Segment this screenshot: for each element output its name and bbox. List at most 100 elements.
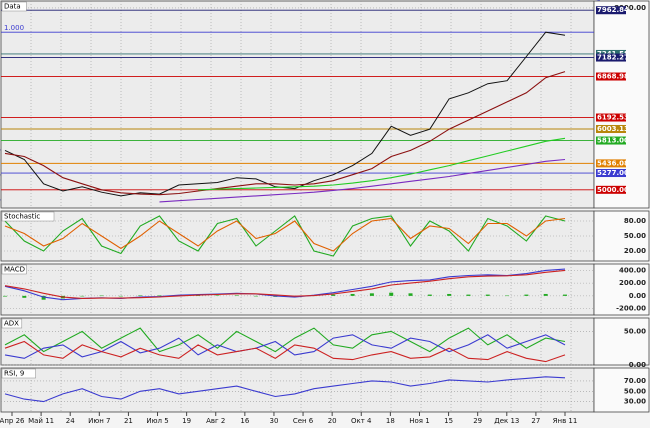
x-tick-label: Апр 26 xyxy=(0,417,25,425)
panel-title-box xyxy=(1,264,27,275)
x-tick-label: 29 xyxy=(473,417,482,425)
x-tick-label: 21 xyxy=(124,417,133,425)
x-tick-label: Янв 11 xyxy=(553,417,578,425)
panel xyxy=(0,263,595,316)
level-label: 6003.13 xyxy=(597,125,629,133)
x-tick-label: 19 xyxy=(182,417,191,425)
level-label: 5277.00 xyxy=(597,169,629,177)
axis-panel xyxy=(593,263,650,316)
series-line xyxy=(4,376,566,403)
panel-title: MACD xyxy=(4,266,25,274)
series-line xyxy=(4,340,566,363)
panel-title-box xyxy=(1,318,23,329)
level-label: 7962.84 xyxy=(597,6,629,14)
level-label-box xyxy=(596,125,626,134)
level-label-box xyxy=(596,185,626,194)
histogram-bar xyxy=(254,295,259,297)
x-tick-label: Июл 5 xyxy=(146,417,168,425)
series-line xyxy=(4,334,566,359)
histogram-bar xyxy=(215,295,220,296)
x-tick-label: Ноя 1 xyxy=(409,417,429,425)
histogram-bar xyxy=(157,295,162,296)
x-tick-label: 27 xyxy=(531,417,540,425)
histogram-bar xyxy=(331,294,336,296)
y-tick-label: 50.00 xyxy=(624,387,646,395)
y-tick-label: 0.00 xyxy=(629,361,646,369)
series-line xyxy=(4,215,566,257)
level-label-box xyxy=(596,113,626,122)
panel-title-box xyxy=(1,368,36,379)
panel-title: Data xyxy=(4,3,21,11)
panel xyxy=(0,317,595,366)
level-label: 5436.08 xyxy=(597,159,629,167)
series-line xyxy=(4,217,566,252)
x-tick-label: 16 xyxy=(240,417,249,425)
histogram-bar xyxy=(138,295,143,296)
histogram-bar xyxy=(563,294,567,296)
histogram-bar xyxy=(118,295,123,297)
y-tick-label: 0.00 xyxy=(629,292,646,300)
series-line xyxy=(4,71,566,196)
axis-panel xyxy=(593,367,650,413)
y-tick-label: 80.00 xyxy=(624,217,646,225)
level-label-box xyxy=(596,159,626,168)
x-tick-label: 20 xyxy=(328,417,337,425)
panel xyxy=(0,367,595,413)
level-label: 1.000 xyxy=(4,24,24,32)
level-label-box xyxy=(596,136,626,145)
x-tick-label: Дек 13 xyxy=(494,417,519,425)
panel-title: RSI, 9 xyxy=(4,370,24,378)
histogram-bar xyxy=(408,293,413,296)
axis-panel xyxy=(593,317,650,366)
level-label: 6192.53 xyxy=(597,114,629,122)
series-line xyxy=(198,137,566,191)
panel-title: Stochastic xyxy=(4,213,40,221)
level-label-box xyxy=(596,53,626,62)
panel-title-box xyxy=(1,1,27,12)
y-tick-label: 400.00 xyxy=(619,266,646,274)
histogram-bar xyxy=(41,295,46,300)
y-tick-label: 30.00 xyxy=(624,398,646,406)
level-label-box xyxy=(596,72,626,81)
histogram-bar xyxy=(466,294,471,296)
level-label: 5813.00 xyxy=(597,137,629,145)
axis-panel xyxy=(593,210,650,262)
histogram-bar xyxy=(80,295,85,297)
panel-title-box xyxy=(1,211,55,222)
y-tick-label: -200.00 xyxy=(616,305,646,313)
histogram-bar xyxy=(350,293,355,296)
level-label: 5000.00 xyxy=(597,186,629,194)
y-tick-label: 50.00 xyxy=(624,232,646,240)
level-label-box xyxy=(596,169,626,178)
histogram-bar xyxy=(427,294,432,296)
x-tick-label: Июн 7 xyxy=(88,417,110,425)
y-tick-label: 8000.00 xyxy=(614,4,646,12)
x-tick-label: 30 xyxy=(269,417,278,425)
series-line xyxy=(4,31,566,197)
histogram-bar xyxy=(524,294,529,296)
level-label: 6868.98 xyxy=(597,73,629,81)
y-tick-label: 200.00 xyxy=(619,279,646,287)
x-tick-label: Май 11 xyxy=(28,417,54,425)
x-tick-label: 24 xyxy=(66,417,75,425)
y-tick-label: 70.00 xyxy=(624,377,646,385)
level-label-box xyxy=(596,6,626,15)
histogram-bar xyxy=(22,295,27,298)
histogram-bar xyxy=(369,293,374,296)
x-tick-label: Окт 4 xyxy=(351,417,372,425)
y-tick-label: 20.00 xyxy=(624,247,646,255)
histogram-bar xyxy=(447,293,452,296)
panel-title: ADX xyxy=(4,320,19,328)
histogram-bar xyxy=(3,295,7,297)
y-tick-label: 50.00 xyxy=(624,327,646,335)
series-line xyxy=(4,269,566,299)
level-label: 7182.27 xyxy=(597,54,629,62)
histogram-bar xyxy=(99,295,104,297)
histogram-bar xyxy=(505,295,510,297)
x-tick-label: Сен 6 xyxy=(293,417,314,425)
histogram-bar xyxy=(234,295,239,296)
series-line xyxy=(4,327,566,353)
histogram-bar xyxy=(485,294,490,296)
x-tick-label: Авг 2 xyxy=(206,417,225,425)
